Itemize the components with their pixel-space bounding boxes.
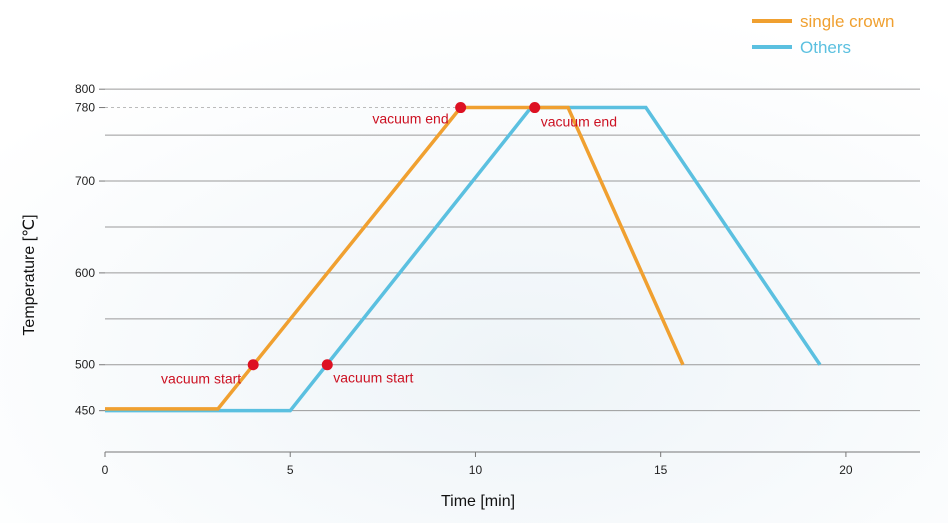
annotations: vacuum start vacuum end vacuum start vacuum…	[161, 102, 617, 387]
annotation-label-2: vacuum start	[333, 370, 413, 386]
legend: single crown Others	[752, 12, 895, 57]
legend-label-others: Others	[800, 38, 851, 57]
annotation-label-3: vacuum end	[541, 114, 617, 130]
annotation-marker-1	[455, 102, 467, 114]
legend-label-single-crown: single crown	[800, 12, 895, 31]
grid	[105, 88, 920, 412]
y-tick-label-800: 800	[75, 82, 95, 96]
annotation-marker-2	[321, 359, 333, 371]
y-tick-label-450: 450	[75, 404, 95, 418]
x-axis-title: Time [min]	[441, 493, 515, 510]
axes: 0 5 10 15 20 450 500 600 700 780 800	[75, 82, 920, 477]
y-tick-label-780: 780	[75, 101, 95, 115]
x-tick-label-0: 0	[102, 463, 109, 477]
annotation-label-0: vacuum start	[161, 371, 241, 387]
y-axis-title: Temperature [℃]	[21, 214, 38, 335]
x-tick-label-15: 15	[654, 463, 668, 477]
x-tick-label-20: 20	[839, 463, 853, 477]
x-tick-label-5: 5	[287, 463, 294, 477]
y-tick-label-500: 500	[75, 358, 95, 372]
annotation-marker-3	[529, 102, 541, 114]
annotation-label-1: vacuum end	[372, 111, 448, 127]
x-tick-label-10: 10	[469, 463, 483, 477]
y-tick-label-600: 600	[75, 266, 95, 280]
y-tick-label-700: 700	[75, 174, 95, 188]
annotation-marker-0	[247, 359, 259, 371]
